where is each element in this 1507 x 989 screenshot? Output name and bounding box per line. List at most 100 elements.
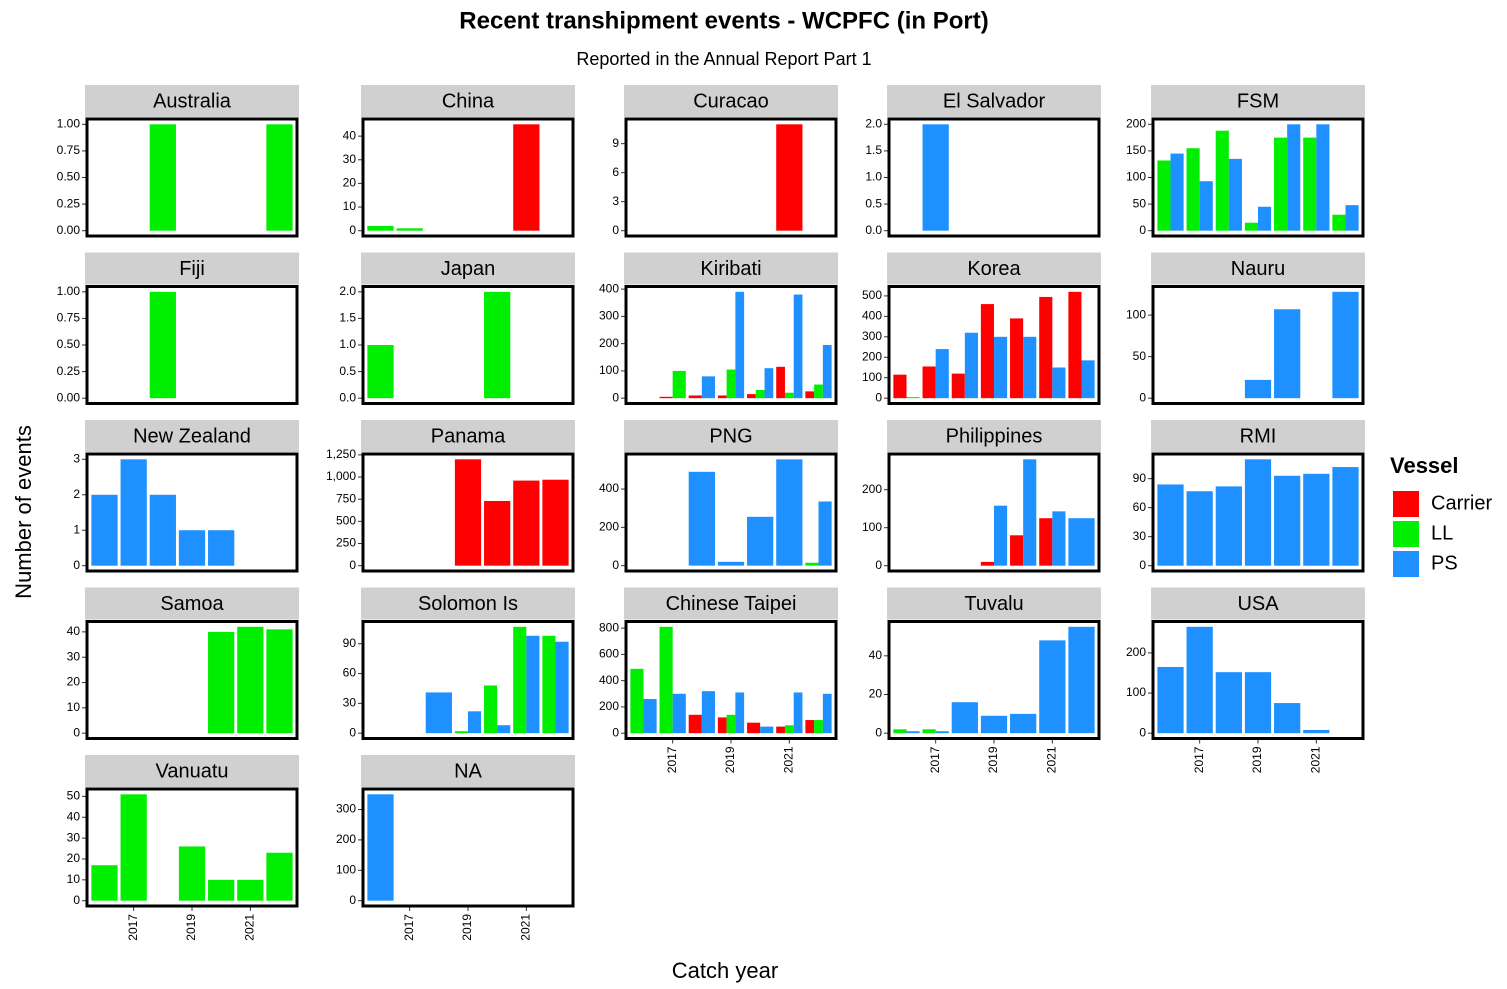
- y-tick-label: 10: [343, 199, 357, 213]
- bar: [178, 846, 206, 901]
- bar: [149, 494, 176, 566]
- facet-title: Panama: [431, 425, 506, 447]
- bar: [1157, 484, 1184, 566]
- bar: [784, 392, 794, 399]
- bar: [922, 729, 936, 734]
- y-tick-label: 30: [67, 830, 81, 844]
- x-axis-label: Catch year: [672, 958, 778, 983]
- bar: [1068, 626, 1095, 734]
- x-tick-label: 2019: [723, 746, 737, 773]
- x-tick-label: 2021: [1309, 746, 1323, 773]
- y-tick-label: 200: [599, 336, 619, 350]
- bar: [793, 294, 803, 399]
- bar: [951, 373, 965, 399]
- y-tick-label: 90: [1133, 471, 1147, 485]
- bar: [776, 459, 803, 566]
- y-tick-label: 200: [862, 349, 882, 363]
- facet-strip: [624, 420, 838, 452]
- facet-strip: [85, 85, 299, 117]
- bar: [814, 720, 823, 734]
- legend-key: [1393, 491, 1419, 517]
- y-tick-label: 0.75: [57, 311, 81, 325]
- facet-strip: [85, 755, 299, 787]
- y-tick-label: 0: [1139, 390, 1146, 404]
- panel-border: [361, 452, 575, 573]
- y-tick-label: 0.5: [865, 196, 882, 210]
- bar: [266, 124, 293, 231]
- y-tick-label: 0: [875, 725, 882, 739]
- facet-title: El Salvador: [943, 90, 1046, 112]
- x-tick-label: 2017: [402, 914, 416, 941]
- bar: [980, 561, 994, 566]
- y-tick-label: 60: [343, 666, 357, 680]
- bar: [513, 480, 540, 566]
- bar: [1199, 181, 1213, 231]
- y-tick-label: 0: [875, 390, 882, 404]
- y-tick-label: 2: [73, 487, 80, 501]
- bar: [1068, 518, 1095, 566]
- bar: [1157, 666, 1184, 734]
- y-tick-label: 0: [1139, 725, 1146, 739]
- facet-strip: [624, 252, 838, 285]
- panel-border: [85, 285, 299, 405]
- bar: [659, 626, 673, 734]
- facet-strip: [361, 587, 575, 620]
- facet-title: FSM: [1237, 90, 1279, 112]
- bar: [1157, 160, 1171, 231]
- facet-strip: [887, 420, 1101, 452]
- bar: [513, 124, 540, 231]
- bar: [542, 635, 556, 734]
- bar: [1068, 291, 1082, 399]
- bar: [755, 390, 765, 399]
- bar: [1170, 153, 1184, 231]
- bar: [1316, 124, 1330, 231]
- bar: [1186, 148, 1200, 231]
- y-tick-label: 300: [862, 329, 882, 343]
- bar: [672, 693, 686, 734]
- facet-strip: [887, 587, 1101, 620]
- facet-title: Fiji: [179, 258, 205, 280]
- panel-border: [1151, 117, 1365, 238]
- y-tick-label: 3: [73, 451, 80, 465]
- panel-border: [85, 620, 299, 740]
- y-tick-label: 100: [1126, 685, 1146, 699]
- y-tick-label: 0: [1139, 223, 1146, 237]
- y-tick-label: 0.0: [339, 390, 356, 404]
- facet-strip: [85, 252, 299, 285]
- bar: [1244, 459, 1272, 566]
- y-tick-label: 400: [599, 281, 619, 295]
- y-tick-label: 300: [336, 802, 356, 816]
- panel-border: [1151, 620, 1365, 740]
- facet-strip: [361, 755, 575, 787]
- y-tick-label: 1.0: [865, 170, 882, 184]
- bar: [1244, 222, 1258, 231]
- y-tick-label: 200: [862, 482, 882, 496]
- facet-title: NA: [454, 760, 482, 782]
- panel-border: [1151, 285, 1365, 405]
- y-tick-label: 400: [862, 309, 882, 323]
- y-tick-label: 60: [1133, 500, 1147, 514]
- panel-border: [624, 452, 838, 573]
- facet-strip: [1151, 420, 1365, 452]
- panel-border: [624, 620, 838, 740]
- legend-title: Vessel: [1390, 453, 1459, 478]
- bar: [367, 345, 394, 399]
- bar: [922, 124, 949, 231]
- legend-label: PS: [1431, 552, 1458, 574]
- bar: [893, 729, 907, 734]
- y-tick-label: 0: [349, 893, 356, 907]
- bar: [454, 731, 468, 734]
- panel-border: [887, 620, 1101, 740]
- facet-title: Nauru: [1231, 258, 1285, 280]
- bar: [1287, 124, 1301, 231]
- bar: [747, 516, 774, 566]
- facet-strip: [887, 85, 1101, 117]
- facet-strip: [1151, 587, 1365, 620]
- bar: [237, 879, 264, 901]
- y-tick-label: 500: [862, 288, 882, 302]
- facet-title: Samoa: [160, 593, 224, 615]
- bar: [747, 722, 761, 734]
- bar: [1274, 309, 1301, 399]
- bar: [91, 865, 118, 901]
